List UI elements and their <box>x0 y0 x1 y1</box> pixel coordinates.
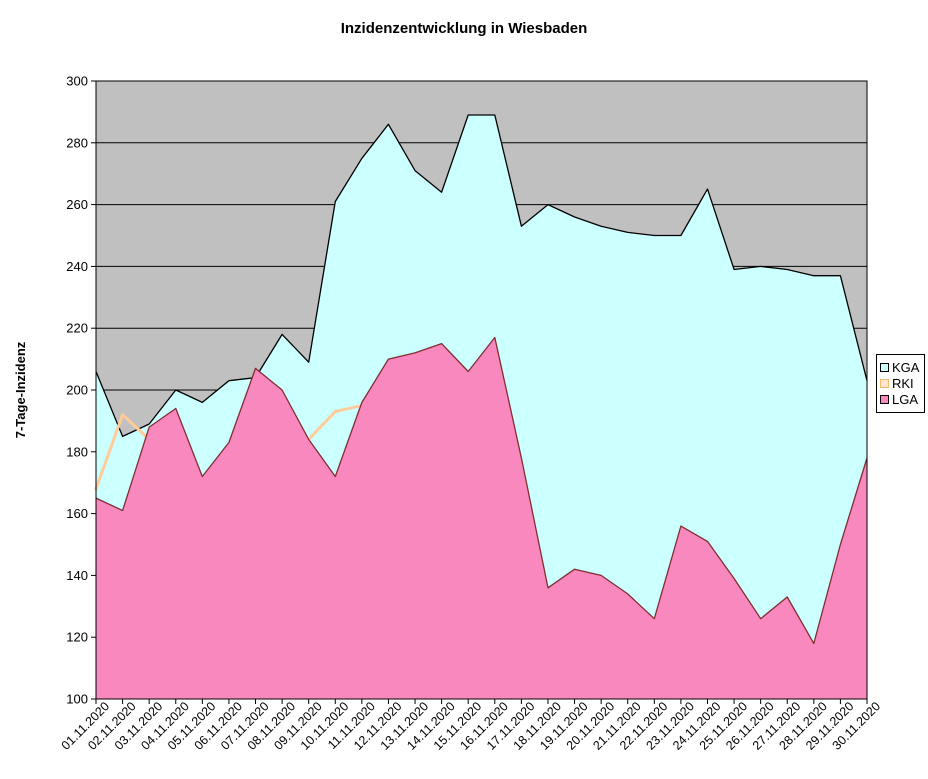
y-axis-tick-label: 180 <box>66 444 88 459</box>
legend-item-kga: KGA <box>880 361 922 374</box>
chart-title: Inzidenzentwicklung in Wiesbaden <box>341 20 588 37</box>
y-axis-tick-label: 300 <box>66 74 88 89</box>
series-line-rki <box>94 403 364 491</box>
y-axis-tick-label: 140 <box>66 568 88 583</box>
legend-item-rki: RKI <box>880 377 922 390</box>
legend-label: RKI <box>892 376 914 391</box>
y-axis-tick-label: 100 <box>66 692 88 707</box>
legend-swatch-lga-icon <box>880 395 889 404</box>
y-axis-tick-label: 260 <box>66 197 88 212</box>
legend-item-lga: LGA <box>880 393 922 406</box>
legend-label: LGA <box>892 392 919 407</box>
legend-label: KGA <box>892 360 920 375</box>
y-axis-tick-label: 220 <box>66 321 88 336</box>
legend-swatch-rki-icon <box>880 379 889 388</box>
y-axis-tick-label: 280 <box>66 135 88 150</box>
legend-swatch-kga-icon <box>880 363 889 372</box>
y-axis-tick-label: 200 <box>66 383 88 398</box>
y-axis-tick-label: 160 <box>66 506 88 521</box>
y-axis-tick-label: 240 <box>66 259 88 274</box>
series-outline-lga <box>95 336 868 645</box>
series-area-lga <box>96 337 867 699</box>
y-axis-title: 7-Tage-Inzidenz <box>13 341 28 438</box>
chart-legend: KGA RKI LGA <box>876 354 925 413</box>
y-axis-tick-label: 120 <box>66 630 88 645</box>
series-outline-kga <box>95 114 868 438</box>
